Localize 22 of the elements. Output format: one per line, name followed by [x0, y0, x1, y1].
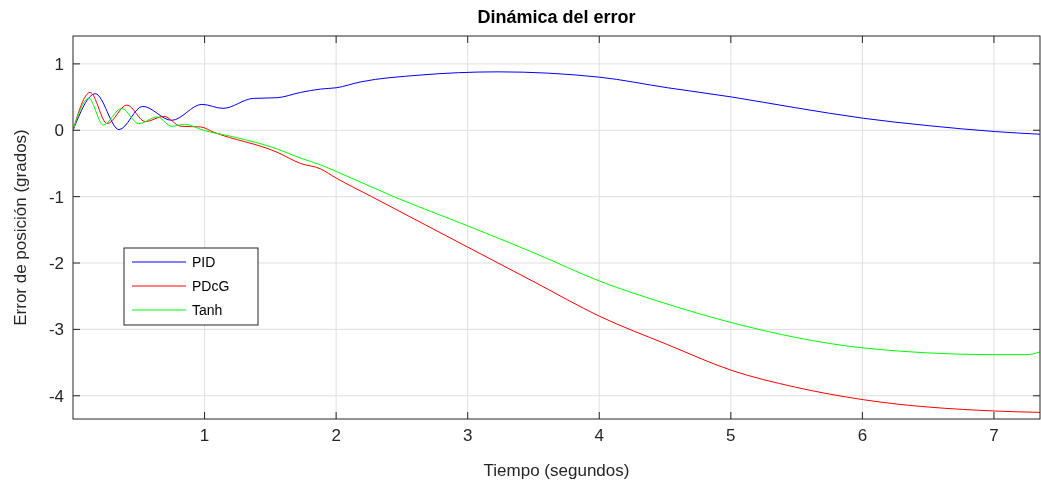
legend-label: Tanh — [192, 302, 223, 318]
x-axis-title: Tiempo (segundos) — [483, 461, 630, 480]
line-series — [73, 71, 1040, 135]
line-series — [73, 91, 1040, 413]
y-tick-label: -4 — [48, 386, 64, 406]
y-tick-label: -2 — [48, 254, 64, 274]
y-tick-label: 1 — [54, 54, 64, 74]
x-tick-label: 1 — [199, 426, 210, 445]
y-tick-label: 0 — [54, 121, 64, 141]
x-tick-label: 4 — [594, 426, 604, 445]
x-tick-label: 3 — [462, 426, 473, 445]
legend-label: PDcG — [192, 278, 230, 294]
y-axis-title: Error de posición (grados) — [11, 129, 30, 326]
x-tick-label: 2 — [331, 426, 341, 445]
y-tick-label: -1 — [48, 187, 64, 207]
y-tick-label: -3 — [48, 320, 64, 340]
x-tick-label: 5 — [726, 426, 736, 445]
line-series — [73, 97, 1040, 356]
x-tick-label: 6 — [857, 426, 868, 445]
chart-title: Dinámica del error — [477, 7, 636, 27]
legend-label: PID — [192, 254, 216, 270]
x-tick-label: 7 — [989, 426, 999, 445]
